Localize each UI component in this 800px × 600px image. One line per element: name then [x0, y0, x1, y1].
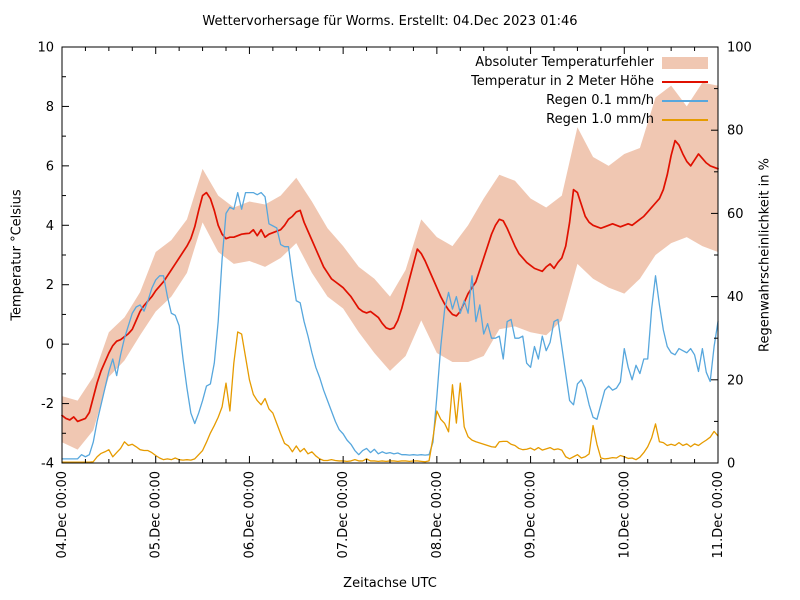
legend-item-rain-01: Regen 0.1 mm/h: [471, 91, 708, 110]
svg-text:10.Dec 00:00: 10.Dec 00:00: [617, 471, 632, 558]
svg-text:04.Dec 00:00: 04.Dec 00:00: [55, 471, 70, 558]
svg-text:07.Dec 00:00: 07.Dec 00:00: [336, 471, 351, 558]
svg-text:09.Dec 00:00: 09.Dec 00:00: [524, 471, 539, 558]
y-axis-label-right: Regenwahrscheinlichkeit in %: [757, 158, 773, 352]
legend-label-rain-10: Regen 1.0 mm/h: [546, 112, 654, 127]
svg-text:05.Dec 00:00: 05.Dec 00:00: [149, 471, 164, 558]
svg-text:80: 80: [727, 124, 744, 139]
svg-text:-4: -4: [41, 457, 54, 472]
svg-text:10: 10: [37, 41, 54, 56]
legend-label-rain-01: Regen 0.1 mm/h: [546, 93, 654, 108]
svg-text:-2: -2: [41, 397, 54, 412]
legend-line-swatch-rain-01: [662, 99, 708, 102]
svg-text:06.Dec 00:00: 06.Dec 00:00: [242, 471, 257, 558]
svg-text:0: 0: [727, 457, 735, 472]
svg-text:8: 8: [46, 100, 54, 115]
legend-label-temperature-error: Absoluter Temperaturfehler: [475, 55, 654, 70]
svg-text:4: 4: [46, 219, 54, 234]
svg-text:60: 60: [727, 207, 744, 222]
svg-text:100: 100: [727, 41, 752, 56]
chart-title: Wettervorhersage für Worms. Erstellt: 04…: [202, 14, 578, 29]
svg-text:08.Dec 00:00: 08.Dec 00:00: [430, 471, 445, 558]
y-axis-label-left: Temperatur °Celsius: [9, 189, 25, 321]
svg-text:40: 40: [727, 290, 744, 305]
legend: Absoluter Temperaturfehler Temperatur in…: [471, 53, 708, 129]
legend-item-rain-10: Regen 1.0 mm/h: [471, 110, 708, 129]
svg-text:11.Dec 00:00: 11.Dec 00:00: [711, 471, 726, 558]
legend-line-swatch-rain-10: [662, 118, 708, 121]
svg-text:20: 20: [727, 373, 744, 388]
svg-text:6: 6: [46, 159, 54, 174]
legend-line-swatch-temperature: [662, 80, 708, 83]
legend-item-temperature-error: Absoluter Temperaturfehler: [471, 53, 708, 72]
x-axis-label: Zeitachse UTC: [343, 576, 437, 591]
legend-label-temperature: Temperatur in 2 Meter Höhe: [471, 74, 654, 89]
svg-text:2: 2: [46, 278, 54, 293]
legend-band-swatch: [662, 56, 708, 69]
svg-text:0: 0: [46, 338, 54, 353]
legend-item-temperature: Temperatur in 2 Meter Höhe: [471, 72, 708, 91]
